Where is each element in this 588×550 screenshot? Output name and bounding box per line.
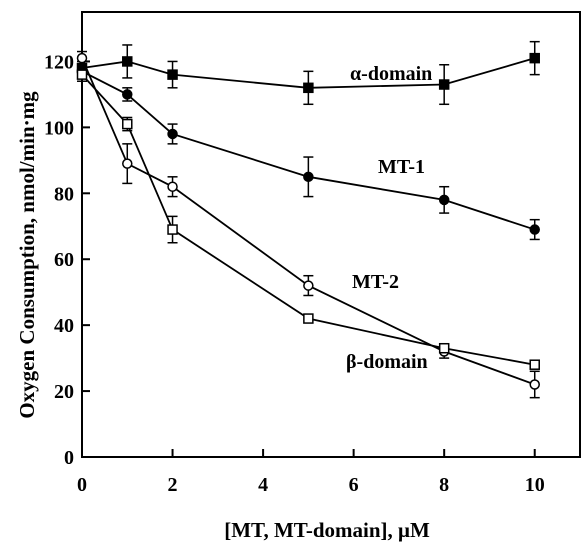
- data-point: [167, 224, 178, 235]
- series-domain: [76, 67, 540, 370]
- data-point: [122, 118, 133, 130]
- y-tick-label: 20: [54, 381, 74, 403]
- y-tick-label: 60: [54, 249, 74, 271]
- data-point: [438, 194, 450, 206]
- y-tick-label: 0: [64, 447, 74, 469]
- y-tick-label: 100: [44, 117, 74, 139]
- series-domain: [76, 40, 540, 106]
- x-tick-label: 0: [77, 474, 87, 496]
- series-label-mt-1: MT-1: [378, 156, 425, 178]
- plot-border: [81, 11, 581, 458]
- series-labels: α-domain MT-1 MT-2 β-domain: [346, 63, 432, 373]
- data-point: [529, 359, 540, 370]
- data-point: [303, 280, 314, 291]
- data-point: [76, 69, 88, 80]
- data-point: [529, 379, 540, 390]
- x-tick-label: 8: [439, 474, 449, 496]
- series-line: [81, 74, 535, 366]
- data-point: [167, 181, 178, 192]
- x-tick-label: 6: [349, 474, 359, 496]
- series-line: [81, 57, 536, 386]
- data-point: [529, 52, 540, 64]
- data-point: [529, 224, 540, 235]
- x-tick-label: 2: [168, 474, 178, 496]
- data-point: [122, 89, 133, 100]
- data-point: [167, 69, 178, 80]
- series-layer: [76, 40, 540, 399]
- y-tick-label: 80: [54, 183, 74, 205]
- data-point: [303, 82, 314, 94]
- y-axis: 0 20 40 60 80 100 120: [44, 51, 90, 469]
- series-label-beta-domain: β-domain: [346, 351, 428, 373]
- y-tick-label: 120: [44, 51, 74, 73]
- series-line: [81, 57, 535, 89]
- data-point: [438, 79, 450, 90]
- series-label-mt-2: MT-2: [352, 271, 399, 293]
- data-point: [76, 52, 88, 64]
- data-point: [122, 56, 133, 67]
- x-tick-label: 4: [258, 474, 268, 496]
- y-tick-label: 40: [54, 315, 74, 337]
- series-label-alpha-domain: α-domain: [350, 63, 432, 85]
- data-point: [122, 158, 133, 169]
- x-axis: 0 2 4 6 8 10: [77, 449, 545, 496]
- data-point: [167, 128, 178, 140]
- data-point: [438, 342, 450, 354]
- x-axis-label: [MT, MT-domain], μM: [224, 518, 430, 542]
- data-point: [303, 171, 314, 183]
- x-tick-label: 10: [525, 474, 545, 496]
- plot-frame: [81, 11, 581, 458]
- y-axis-label: Oxygen Consumption, nmol/min·mg: [15, 91, 39, 419]
- series-line: [81, 70, 536, 231]
- data-point: [303, 313, 314, 324]
